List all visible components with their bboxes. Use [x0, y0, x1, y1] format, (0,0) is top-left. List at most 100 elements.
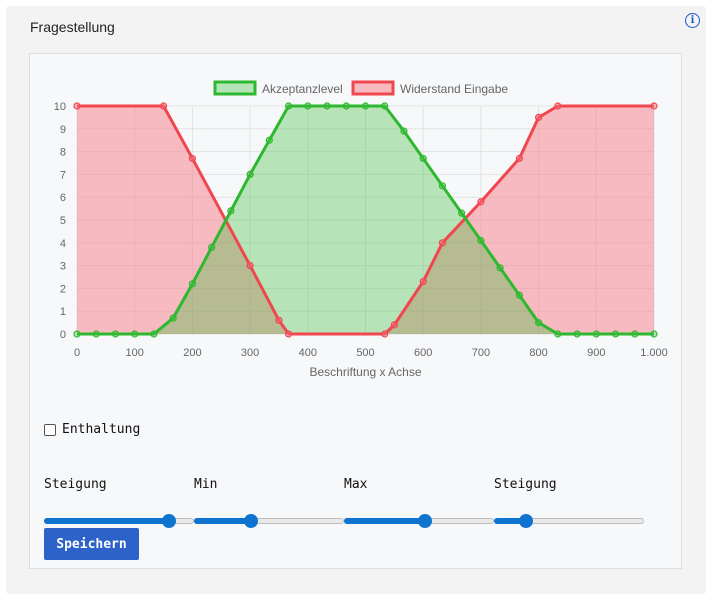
data-point — [650, 102, 658, 110]
data-point — [650, 330, 658, 338]
y-tick-label: 10 — [54, 101, 66, 113]
x-tick-label: 900 — [587, 347, 605, 359]
x-tick-label: 600 — [414, 347, 432, 359]
save-button[interactable]: Speichern — [44, 528, 139, 560]
data-point — [265, 136, 273, 144]
y-tick-label: 3 — [60, 261, 66, 273]
legend: Akzeptanzlevel Widerstand Eingabe — [213, 80, 508, 96]
data-point — [150, 330, 158, 338]
x-tick-label: 100 — [126, 347, 144, 359]
data-point — [304, 102, 312, 110]
data-point — [419, 154, 427, 163]
series-line-1 — [77, 104, 654, 336]
slope-left-label: Steigung — [44, 477, 107, 492]
data-point — [438, 182, 447, 190]
x-axis-label: Beschriftung x Achse — [309, 365, 421, 379]
slider-thumb[interactable] — [418, 514, 432, 528]
abstain-label: Enthaltung — [62, 422, 141, 437]
slider-thumb[interactable] — [518, 514, 533, 528]
data-point — [400, 127, 408, 135]
slider-fill — [194, 518, 251, 524]
info-icon[interactable]: i — [685, 13, 700, 28]
data-point — [92, 330, 100, 338]
data-point — [592, 330, 600, 338]
y-tick-label: 0 — [60, 329, 66, 341]
min-slider[interactable] — [194, 514, 344, 528]
min-label: Min — [194, 477, 218, 492]
data-point — [535, 113, 543, 122]
x-tick-label: 500 — [356, 347, 374, 359]
data-point — [275, 316, 283, 324]
x-tick-label: 400 — [299, 347, 317, 359]
data-point — [458, 209, 466, 217]
data-point — [390, 321, 398, 329]
slope-right-label: Steigung — [494, 477, 557, 492]
data-point — [631, 330, 639, 338]
data-point — [284, 102, 293, 110]
abstain-row[interactable]: Enthaltung — [44, 422, 140, 437]
legend-label: Widerstand Eingabe — [400, 82, 508, 96]
series-line-0 — [77, 104, 654, 336]
data-point — [111, 330, 120, 338]
x-tick-label: 700 — [472, 347, 490, 359]
chart-card: 0 1 2 3 4 5 6 7 8 9 10 0 100 200 300 400 500 600 700 800 900… — [29, 53, 682, 569]
y-tick-label: 9 — [60, 124, 66, 136]
slider-fill — [494, 518, 526, 524]
panel-title: Fragestellung — [30, 19, 115, 35]
series-area-1 — [77, 106, 654, 334]
legend-swatch — [351, 80, 395, 96]
data-point — [342, 102, 350, 110]
data-point — [73, 102, 81, 110]
x-tick-label: 200 — [183, 347, 201, 359]
slider-thumb[interactable] — [161, 514, 176, 528]
data-point — [515, 291, 523, 299]
data-point — [573, 330, 581, 338]
max-label: Max — [344, 477, 368, 492]
series-area-0 — [77, 106, 654, 334]
data-point — [208, 243, 216, 251]
x-tick-label: 800 — [529, 347, 547, 359]
data-point — [227, 207, 235, 215]
data-point — [284, 330, 293, 338]
data-point — [188, 280, 196, 288]
slider-fill — [44, 518, 169, 524]
data-point — [188, 154, 196, 163]
data-point — [419, 277, 427, 286]
data-point — [438, 239, 447, 247]
y-tick-label: 5 — [60, 215, 66, 227]
slope-right-slider[interactable] — [494, 514, 644, 528]
data-point — [477, 198, 485, 206]
data-point — [496, 264, 504, 272]
question-panel: Fragestellung i 0 1 2 3 4 5 6 7 8 9 10 0 100 200 300 40… — [6, 6, 706, 594]
y-tick-label: 2 — [60, 283, 66, 295]
y-tick-label: 1 — [60, 306, 66, 318]
slider-fill — [344, 518, 425, 524]
legend-swatch — [213, 80, 257, 96]
data-point — [554, 330, 562, 338]
data-point — [515, 154, 523, 163]
abstain-checkbox[interactable] — [44, 423, 56, 436]
slider-thumb[interactable] — [244, 514, 258, 528]
max-slider[interactable] — [344, 514, 494, 528]
data-point — [159, 102, 168, 110]
y-tick-label: 8 — [60, 147, 66, 159]
y-tick-label: 6 — [60, 192, 66, 204]
data-point — [323, 102, 331, 110]
data-point — [381, 102, 389, 110]
x-tick-label: 0 — [74, 347, 80, 359]
x-tick-label: 300 — [241, 347, 259, 359]
data-point — [611, 330, 620, 338]
x-tick-label: 1.000 — [640, 347, 668, 359]
y-tick-label: 4 — [60, 238, 66, 250]
legend-label: Akzeptanzlevel — [262, 82, 343, 96]
data-point — [246, 262, 254, 270]
data-point — [131, 330, 139, 338]
slope-left-slider[interactable] — [44, 514, 194, 528]
data-point — [73, 330, 81, 338]
data-point — [477, 236, 485, 245]
grid — [76, 105, 655, 335]
data-point — [361, 102, 370, 110]
data-point — [381, 330, 389, 338]
data-point — [169, 314, 177, 322]
